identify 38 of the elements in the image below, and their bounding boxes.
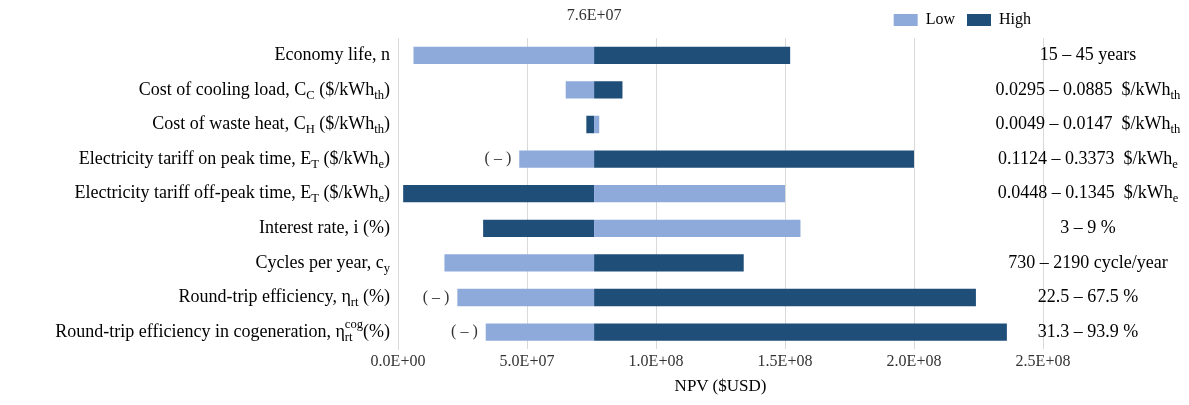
data-label: ( – ) [451, 322, 478, 341]
bar [485, 323, 595, 341]
bar [594, 254, 744, 272]
y-tick-label: Interest rate, i (%) [259, 217, 391, 239]
x-tick-label: 5.0E+07 [499, 352, 555, 370]
legend-label: High [999, 10, 1031, 29]
x-tick-label: 1.5E+08 [757, 352, 813, 370]
bar [594, 150, 914, 168]
bar [594, 115, 600, 134]
annotation: 22.5 – 67.5 % [1037, 286, 1139, 307]
annotation: 15 – 45 years [1039, 44, 1137, 65]
bar [594, 46, 791, 64]
bar [586, 115, 595, 134]
bar [565, 81, 595, 99]
bar [594, 185, 785, 203]
bar [594, 288, 976, 307]
annotation: 730 – 2190 cycle/year [1008, 251, 1168, 272]
annotation: 31.3 – 93.9 % [1037, 320, 1139, 341]
x-tick-label: 1.0E+08 [628, 352, 684, 370]
x-tick-label: 2.0E+08 [886, 352, 942, 370]
text: 3 – 9 % [1060, 217, 1116, 238]
bar [519, 150, 595, 168]
bar [483, 219, 595, 237]
legend-label: Low [925, 10, 956, 28]
bar [457, 288, 595, 307]
bar [444, 254, 595, 272]
text: 7.6E+07 [566, 6, 622, 24]
x-tick-label: 2.5E+08 [1015, 352, 1071, 370]
x-axis-title: NPV ($USD) [674, 376, 767, 396]
bar [403, 185, 595, 203]
bar [594, 81, 623, 99]
x-tick-label: 0.0E+00 [370, 352, 426, 370]
data-label: ( – ) [484, 149, 512, 168]
data-label: ( – ) [422, 287, 450, 306]
bar [413, 46, 595, 64]
bar [594, 219, 801, 237]
bar [594, 323, 1007, 341]
y-tick-label: Economy life, n [274, 44, 391, 65]
